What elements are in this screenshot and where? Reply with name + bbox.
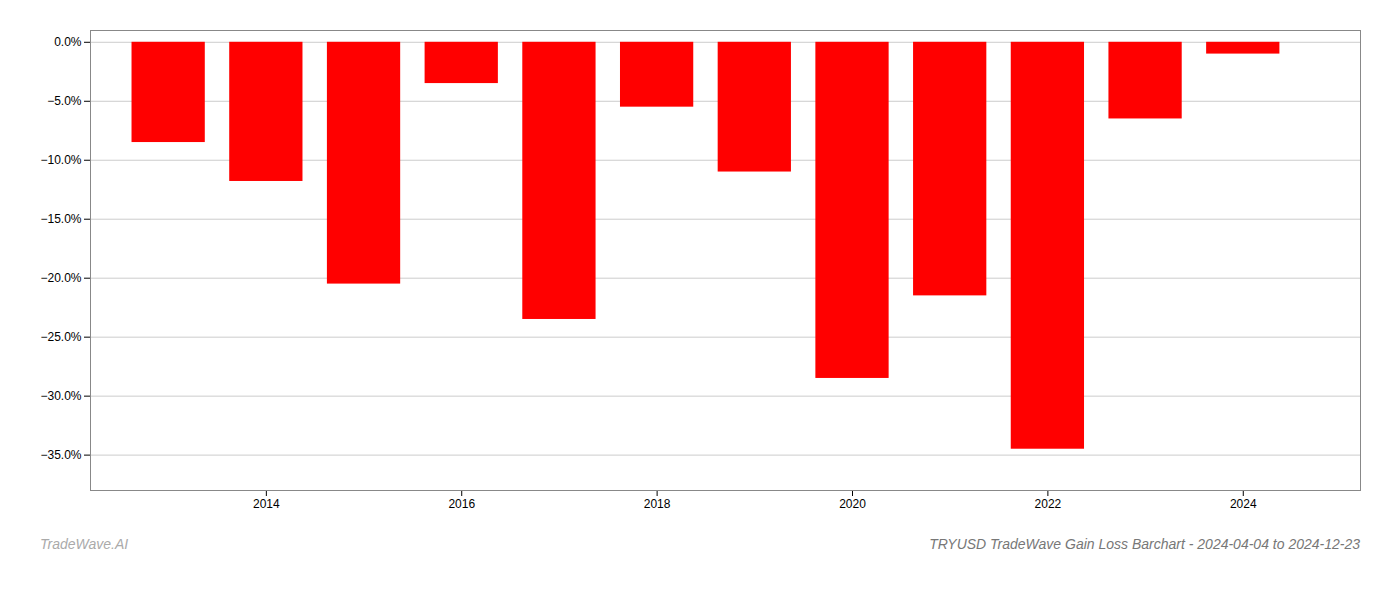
svg-text:2018: 2018 <box>644 497 671 511</box>
svg-text:−35.0%: −35.0% <box>40 448 81 462</box>
svg-text:−25.0%: −25.0% <box>40 330 81 344</box>
svg-text:0.0%: 0.0% <box>54 35 82 49</box>
html-text:TRYUSD TradeWave Gain Loss Bar: TRYUSD TradeWave Gain Loss Barchart - 20… <box>929 536 1360 552</box>
svg-text:2020: 2020 <box>839 497 866 511</box>
svg-text:−5.0%: −5.0% <box>47 94 82 108</box>
svg-text:2022: 2022 <box>1035 497 1062 511</box>
svg-text:−30.0%: −30.0% <box>40 389 81 403</box>
svg-text:2016: 2016 <box>448 497 475 511</box>
svg-text:−20.0%: −20.0% <box>40 271 81 285</box>
svg-text:2014: 2014 <box>253 497 280 511</box>
svg-text:−10.0%: −10.0% <box>40 153 81 167</box>
html-text:TradeWave.AI: TradeWave.AI <box>40 536 129 552</box>
svg-text:−15.0%: −15.0% <box>40 212 81 226</box>
svg-text:2024: 2024 <box>1230 497 1257 511</box>
